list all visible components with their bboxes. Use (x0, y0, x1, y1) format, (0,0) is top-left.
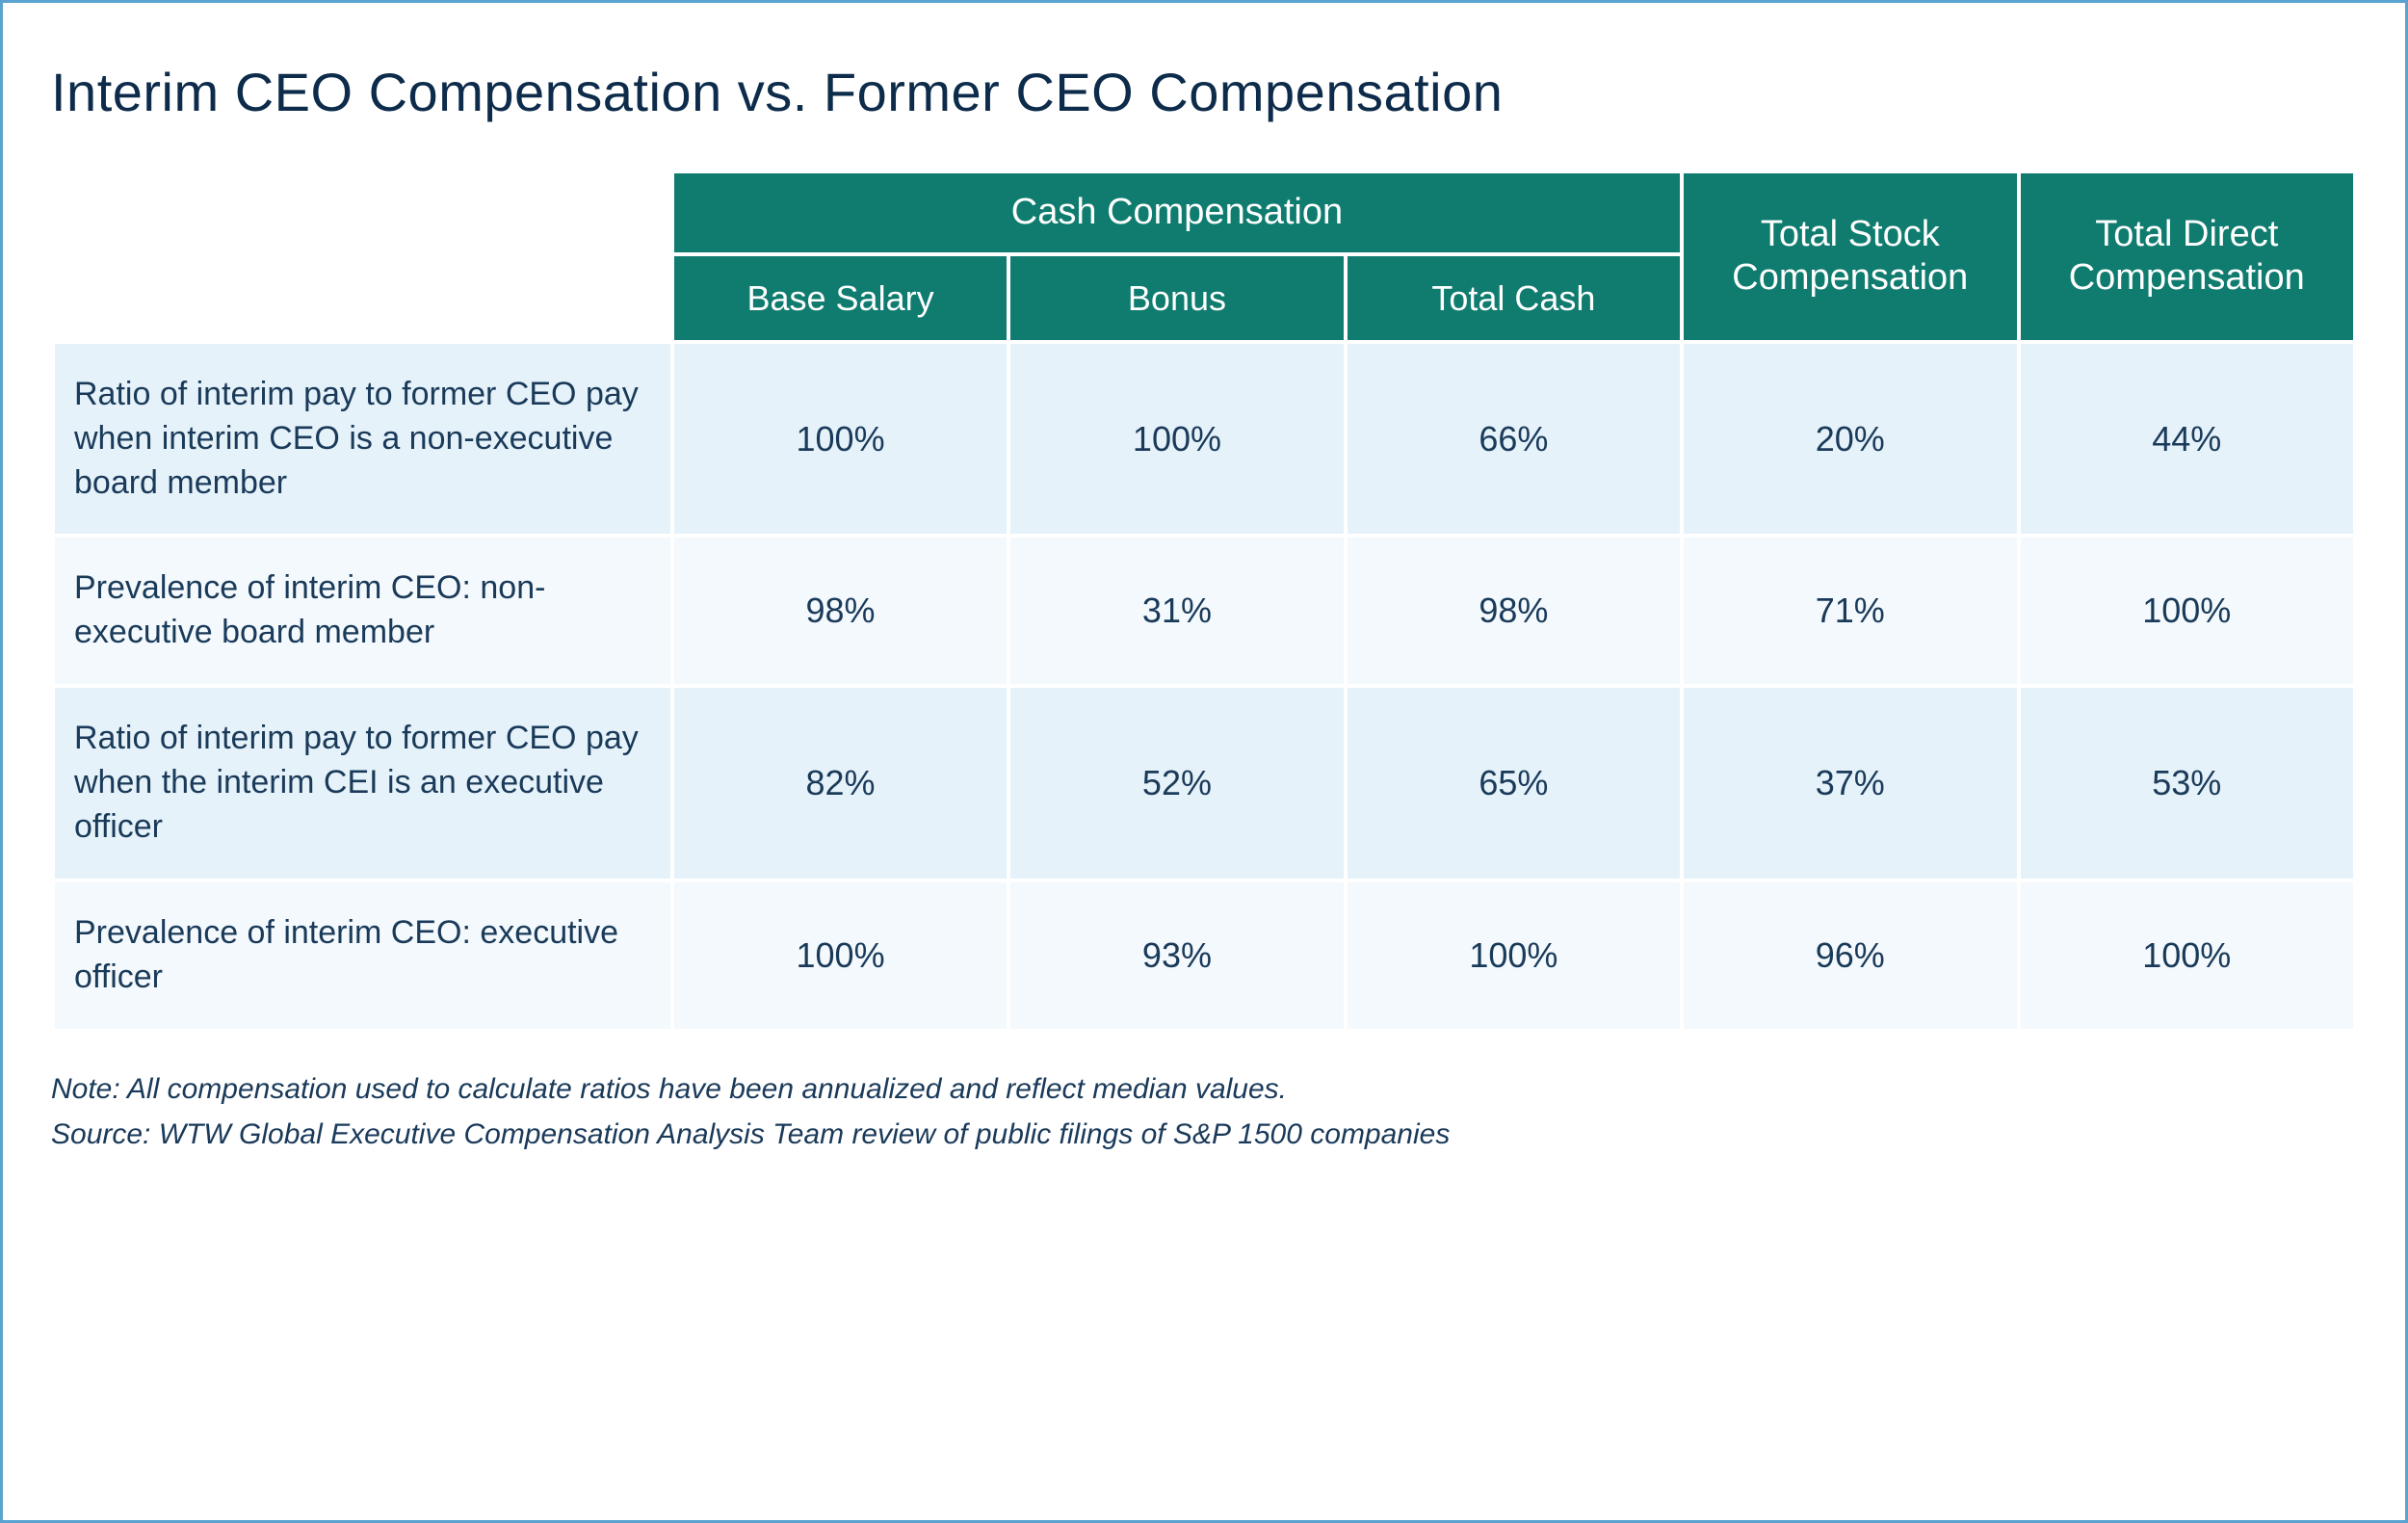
report-frame: Interim CEO Compensation vs. Former CEO … (0, 0, 2408, 1523)
cell: 93% (1010, 882, 1343, 1029)
footnote-note: Note: All compensation used to calculate… (51, 1067, 2357, 1111)
table-row: Prevalence of interim CEO: executive off… (55, 882, 2353, 1029)
cell: 20% (1684, 344, 2016, 535)
cell: 100% (1348, 882, 1680, 1029)
cell: 98% (674, 538, 1007, 684)
cell: 53% (2021, 688, 2353, 879)
cell: 100% (674, 882, 1007, 1029)
table-row: Ratio of interim pay to former CEO pay w… (55, 344, 2353, 535)
cell: 100% (674, 344, 1007, 535)
footnotes: Note: All compensation used to calculate… (51, 1067, 2357, 1156)
cell: 82% (674, 688, 1007, 879)
col-base-salary: Base Salary (674, 256, 1007, 340)
col-stock: Total Stock Compensation (1684, 173, 2016, 340)
cell: 66% (1348, 344, 1680, 535)
cell: 52% (1010, 688, 1343, 879)
cell: 65% (1348, 688, 1680, 879)
cell: 37% (1684, 688, 2016, 879)
col-direct: Total Direct Compensation (2021, 173, 2353, 340)
row-label: Ratio of interim pay to former CEO pay w… (55, 688, 670, 879)
table-row: Ratio of interim pay to former CEO pay w… (55, 688, 2353, 879)
cell: 71% (1684, 538, 2016, 684)
cell: 100% (1010, 344, 1343, 535)
row-label: Ratio of interim pay to former CEO pay w… (55, 344, 670, 535)
cell: 44% (2021, 344, 2353, 535)
footnote-source: Source: WTW Global Executive Compensatio… (51, 1113, 2357, 1156)
cell: 31% (1010, 538, 1343, 684)
row-label: Prevalence of interim CEO: non-executive… (55, 538, 670, 684)
page-title: Interim CEO Compensation vs. Former CEO … (51, 61, 2357, 123)
cell: 100% (2021, 882, 2353, 1029)
table-corner (55, 173, 670, 340)
compensation-table: Cash Compensation Total Stock Compensati… (51, 170, 2357, 1033)
cell: 96% (1684, 882, 2016, 1029)
col-total-cash: Total Cash (1348, 256, 1680, 340)
cell: 100% (2021, 538, 2353, 684)
col-bonus: Bonus (1010, 256, 1343, 340)
table-row: Prevalence of interim CEO: non-executive… (55, 538, 2353, 684)
row-label: Prevalence of interim CEO: executive off… (55, 882, 670, 1029)
col-group-cash: Cash Compensation (674, 173, 1680, 252)
cell: 98% (1348, 538, 1680, 684)
